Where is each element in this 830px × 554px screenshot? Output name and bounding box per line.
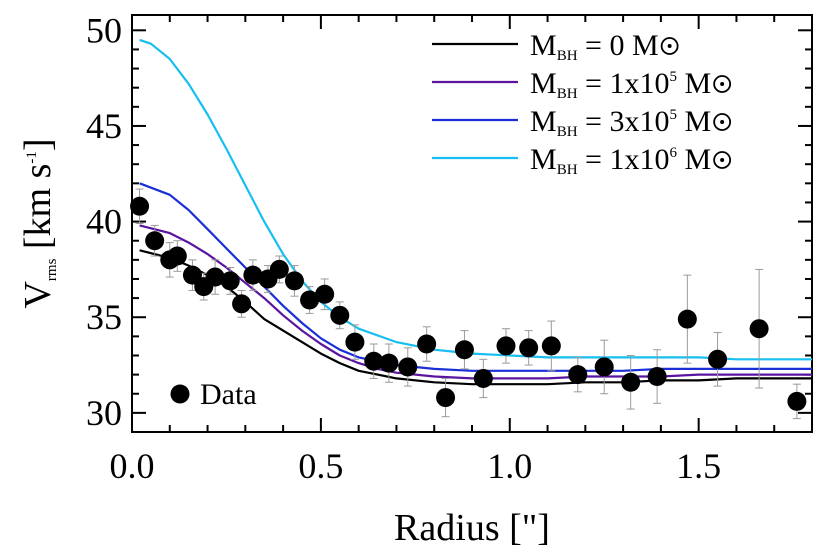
data-point: [473, 368, 493, 388]
data-point: [496, 336, 516, 356]
data-point: [436, 388, 456, 408]
legend-label: MBH = 0 M: [530, 29, 659, 64]
axes: 0.0 0.5 1.0 1.5 30 35 40 45 50: [86, 10, 813, 486]
data-point: [269, 259, 289, 279]
y-tick-label: 45: [86, 106, 122, 146]
data-point: [647, 367, 667, 387]
data-point: [787, 391, 807, 411]
sun-symbol-dot: [720, 158, 725, 162]
sun-symbol: [713, 151, 732, 169]
series-line: [139, 38, 812, 361]
x-axis-label: Radius ["]: [394, 507, 550, 549]
y-tick-label: 40: [86, 202, 122, 242]
data-point: [417, 334, 437, 354]
data-point: [300, 290, 320, 310]
x-tick-label: 0.5: [298, 446, 343, 486]
x-tick-label: 1.0: [487, 446, 532, 486]
data-point: [145, 231, 165, 251]
y-axis-label: Vrms [km s-1]: [17, 138, 60, 308]
data-point: [398, 357, 418, 377]
sun-symbol: [713, 113, 732, 131]
legend-marker: [170, 384, 190, 404]
legend-label: MBH = 3x105 M: [530, 105, 711, 140]
series-line: [139, 182, 812, 372]
data-point: [167, 246, 187, 266]
data-points: [130, 196, 807, 411]
x-tick-label: 0.0: [110, 446, 155, 486]
data-point: [243, 265, 263, 285]
data-point: [345, 332, 365, 352]
data-point: [315, 284, 335, 304]
sun-symbol-dot: [720, 82, 725, 86]
data-point: [284, 271, 304, 291]
y-tick-label: 35: [86, 297, 122, 337]
data-point: [541, 336, 561, 356]
data-point: [330, 305, 350, 325]
data-point: [220, 271, 240, 291]
x-tick-label: 1.5: [676, 446, 721, 486]
data-point: [379, 353, 399, 373]
sun-symbol: [713, 75, 732, 93]
sun-symbol-dot: [720, 120, 725, 124]
data-point: [232, 294, 252, 314]
data-point: [519, 338, 539, 358]
y-tick-label: 30: [86, 393, 122, 433]
data-point: [364, 351, 384, 371]
data-point: [594, 357, 614, 377]
data-point: [130, 196, 150, 216]
data-point: [568, 365, 588, 385]
sun-symbol: [660, 37, 679, 55]
data-point: [454, 340, 474, 360]
legend-label: Data: [200, 378, 257, 411]
axis-labels: Radius ["] Vrms [km s-1]: [17, 138, 550, 549]
legend-label: MBH = 1x105 M: [530, 67, 711, 102]
data-point: [677, 309, 697, 329]
legend-label: MBH = 1x106 M: [530, 143, 711, 178]
sun-symbol-dot: [667, 44, 672, 48]
data-point: [205, 267, 225, 287]
data-point: [749, 319, 769, 339]
data-point: [621, 372, 641, 392]
y-tick-label: 50: [86, 10, 122, 50]
data-point: [708, 349, 728, 369]
